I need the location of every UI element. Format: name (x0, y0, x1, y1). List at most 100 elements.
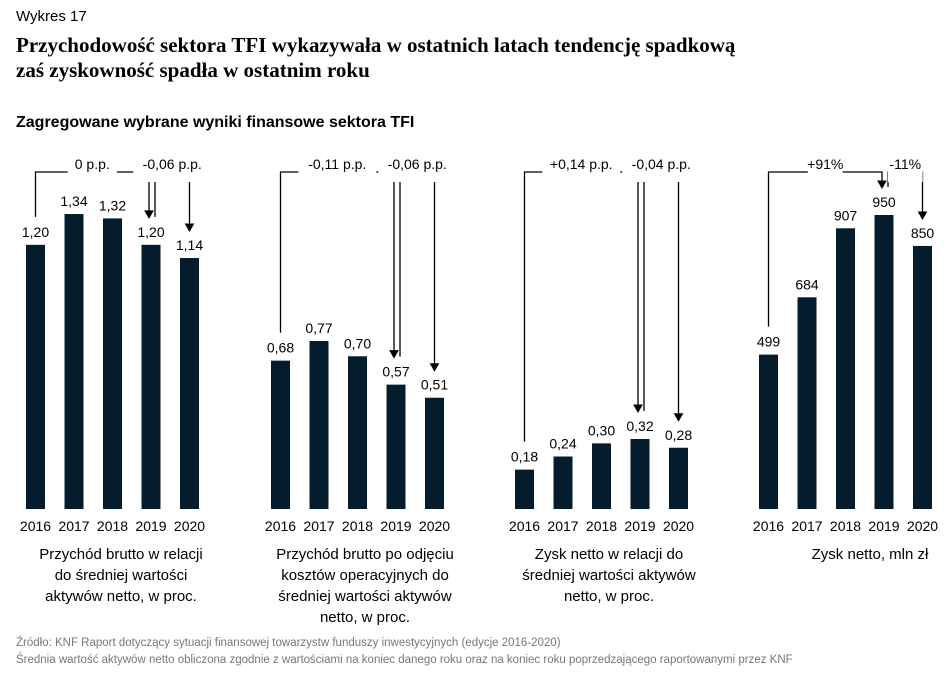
annotation-bracket-1 (279, 171, 395, 353)
chart-headline: Przychodowość sektora TFI wykazywała w o… (16, 33, 916, 83)
bar-2017 (553, 456, 573, 509)
annotation-bracket-2 (643, 171, 680, 416)
annotation-bg-1 (807, 162, 843, 182)
panel-caption-line: Zysk netto w relacji do (534, 546, 684, 563)
x-tick-label-2019: 2019 (868, 518, 899, 534)
annotation-label-2: -0,06 p.p. (143, 156, 202, 172)
panel-caption-line: netto, w proc. (319, 609, 411, 626)
bar-2019 (874, 215, 894, 509)
bar-2016 (26, 244, 45, 509)
bar-2017 (309, 341, 329, 509)
value-label-2019: 0,32 (626, 418, 653, 434)
x-tick-label-2018: 2018 (586, 518, 617, 534)
x-tick-label-2016: 2016 (509, 518, 540, 534)
value-label-2017: 684 (795, 276, 819, 292)
annotation-label-2: -0,06 p.p. (388, 156, 447, 172)
value-label-2020: 0,51 (421, 377, 448, 393)
bar-2016 (759, 354, 778, 509)
annotation-arrowhead-2 (673, 413, 684, 422)
x-tick-label-2020: 2020 (663, 518, 694, 534)
panel-caption-line: średniej wartości aktywów (278, 588, 452, 605)
annotation-arrowhead-1 (389, 350, 399, 359)
bar-2018 (836, 228, 855, 509)
value-label-2018: 0,30 (588, 422, 615, 438)
bar-2020 (669, 447, 688, 509)
bar-2016 (271, 360, 290, 509)
panel-caption-line: kosztów operacyjnych do (281, 567, 449, 584)
x-tick-label-2017: 2017 (58, 518, 89, 534)
annotation-bg-1 (542, 162, 621, 182)
x-tick-label-2016: 2016 (265, 518, 296, 534)
value-label-2020: 850 (911, 225, 935, 241)
annotation-bracket-1 (523, 171, 639, 442)
annotation-label-1: 0 p.p. (75, 156, 110, 172)
bar-2018 (592, 443, 611, 509)
value-label-2018: 907 (834, 207, 858, 223)
headline-line-2: zaś zyskowność spadła w ostatnim roku (16, 58, 370, 82)
headline-line-1: Przychodowość sektora TFI wykazywała w o… (16, 33, 736, 57)
bar-2018 (348, 356, 367, 509)
value-label-2019: 950 (872, 194, 896, 210)
x-tick-label-2018: 2018 (830, 518, 861, 534)
x-tick-label-2019: 2019 (380, 518, 411, 534)
bar-2016 (515, 469, 534, 509)
x-tick-label-2018: 2018 (97, 518, 128, 534)
panel-caption-line: średniej wartości aktywów (522, 567, 696, 584)
value-label-2018: 1,32 (99, 197, 126, 213)
bar-2019 (630, 439, 650, 509)
x-tick-label-2017: 2017 (547, 518, 578, 534)
value-label-2020: 0,28 (665, 427, 692, 443)
value-label-2017: 1,34 (60, 193, 87, 209)
annotation-bg-1 (298, 162, 377, 182)
annotation-arrowhead-1 (633, 404, 643, 414)
annotation-bracket-1 (767, 171, 883, 327)
value-label-2017: 0,24 (549, 436, 576, 452)
value-label-2017: 0,77 (305, 320, 332, 336)
bar-2020 (425, 397, 444, 509)
panel-caption-1: Przychód brutto w relacji do średniej war… (6, 544, 236, 607)
annotation-arrowhead-1 (144, 210, 154, 219)
annotation-label-2: -11% (889, 156, 921, 172)
annotation-label-1: -0,11 p.p. (308, 156, 366, 172)
panel-caption-line: do średniej wartości (54, 567, 188, 584)
annotation-arrowhead-2 (917, 211, 928, 220)
footnote-method: Średnia wartość aktywów netto obliczona … (16, 654, 793, 666)
x-tick-label-2018: 2018 (342, 518, 373, 534)
bar-2017 (797, 297, 817, 509)
panel-caption-line: aktywów netto, w proc. (45, 588, 197, 605)
value-label-2019: 1,20 (137, 224, 164, 240)
bar-2019 (386, 384, 406, 509)
bar-2019 (141, 244, 161, 509)
value-label-2018: 0,70 (344, 335, 371, 351)
annotation-bg-2 (887, 162, 923, 182)
panel-caption-line: Przychód brutto w relacji (39, 546, 203, 563)
panel-caption-line: Zysk netto, mln zł (811, 546, 929, 563)
bar-2018 (103, 218, 122, 509)
bar-2020 (913, 245, 932, 509)
annotation-arrowhead-1 (877, 180, 887, 190)
bar-2020 (180, 258, 199, 509)
value-label-2020: 1,14 (176, 237, 203, 253)
x-tick-label-2019: 2019 (624, 518, 655, 534)
annotation-bg-1 (67, 162, 117, 182)
annotation-label-1: +0,14 p.p. (550, 156, 613, 172)
x-tick-label-2019: 2019 (135, 518, 166, 534)
x-tick-label-2016: 2016 (753, 518, 784, 534)
x-tick-label-2020: 2020 (174, 518, 205, 534)
chart-subtitle: Zagregowane wybrane wyniki finansowe sek… (16, 114, 415, 131)
panel-caption-line: Przychód brutto po odjęciu (276, 546, 454, 563)
x-tick-label-2016: 2016 (20, 518, 51, 534)
panel-caption-3: Zysk netto w relacji do średniej wartości… (494, 544, 724, 607)
panel-caption-4: Zysk netto, mln zł (755, 544, 952, 565)
annotation-label-2: -0,04 p.p. (632, 156, 691, 172)
x-tick-label-2020: 2020 (907, 518, 938, 534)
x-tick-label-2020: 2020 (419, 518, 450, 534)
footnote-source: Źródło: KNF Raport dotyczący sytuacji fi… (16, 637, 561, 649)
annotation-bracket-2 (399, 171, 436, 366)
annotation-bg-2 (133, 162, 212, 182)
x-tick-label-2017: 2017 (791, 518, 822, 534)
value-label-2016: 0,18 (511, 449, 538, 465)
panel-caption-2: Przychód brutto po odjęciu kosztów operac… (250, 544, 480, 628)
x-tick-label-2017: 2017 (303, 518, 334, 534)
figure-label: Wykres 17 (16, 8, 87, 25)
